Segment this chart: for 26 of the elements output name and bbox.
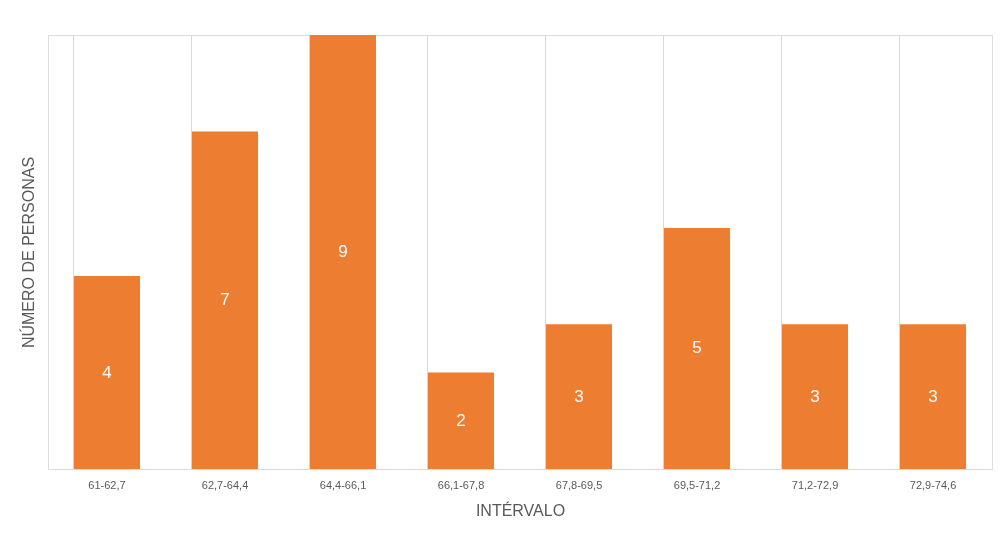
data-label: 3 (928, 386, 938, 406)
data-label: 3 (810, 386, 820, 406)
x-tick-label: 67,8-69,5 (555, 478, 603, 491)
bar (899, 324, 967, 469)
x-tick-label: 61-62,7 (88, 478, 126, 491)
bar (781, 324, 849, 469)
bar (191, 131, 259, 469)
x-tick-label: 66,1-67,8 (437, 478, 485, 491)
x-tick-label: 62,7-64,4 (201, 478, 249, 491)
x-tick-label: 64,4-66,1 (319, 478, 367, 491)
bar (427, 372, 495, 469)
x-axis-title: INTÉRVALO (475, 500, 566, 519)
bar (73, 276, 141, 469)
data-label: 3 (574, 386, 584, 406)
x-tick-label: 72,9-74,6 (909, 478, 957, 491)
bar (663, 227, 731, 469)
bar (309, 35, 377, 469)
data-label: 9 (338, 242, 348, 261)
data-label: 2 (456, 410, 466, 430)
data-label: 4 (102, 362, 112, 382)
y-axis-title: NÚMERO DE PERSONAS (18, 156, 37, 349)
bar (545, 324, 613, 469)
data-label: 5 (692, 338, 702, 358)
x-tick-label: 71,2-72,9 (791, 478, 839, 491)
x-tick-label: 69,5-71,2 (673, 478, 721, 491)
data-label: 7 (220, 290, 230, 310)
